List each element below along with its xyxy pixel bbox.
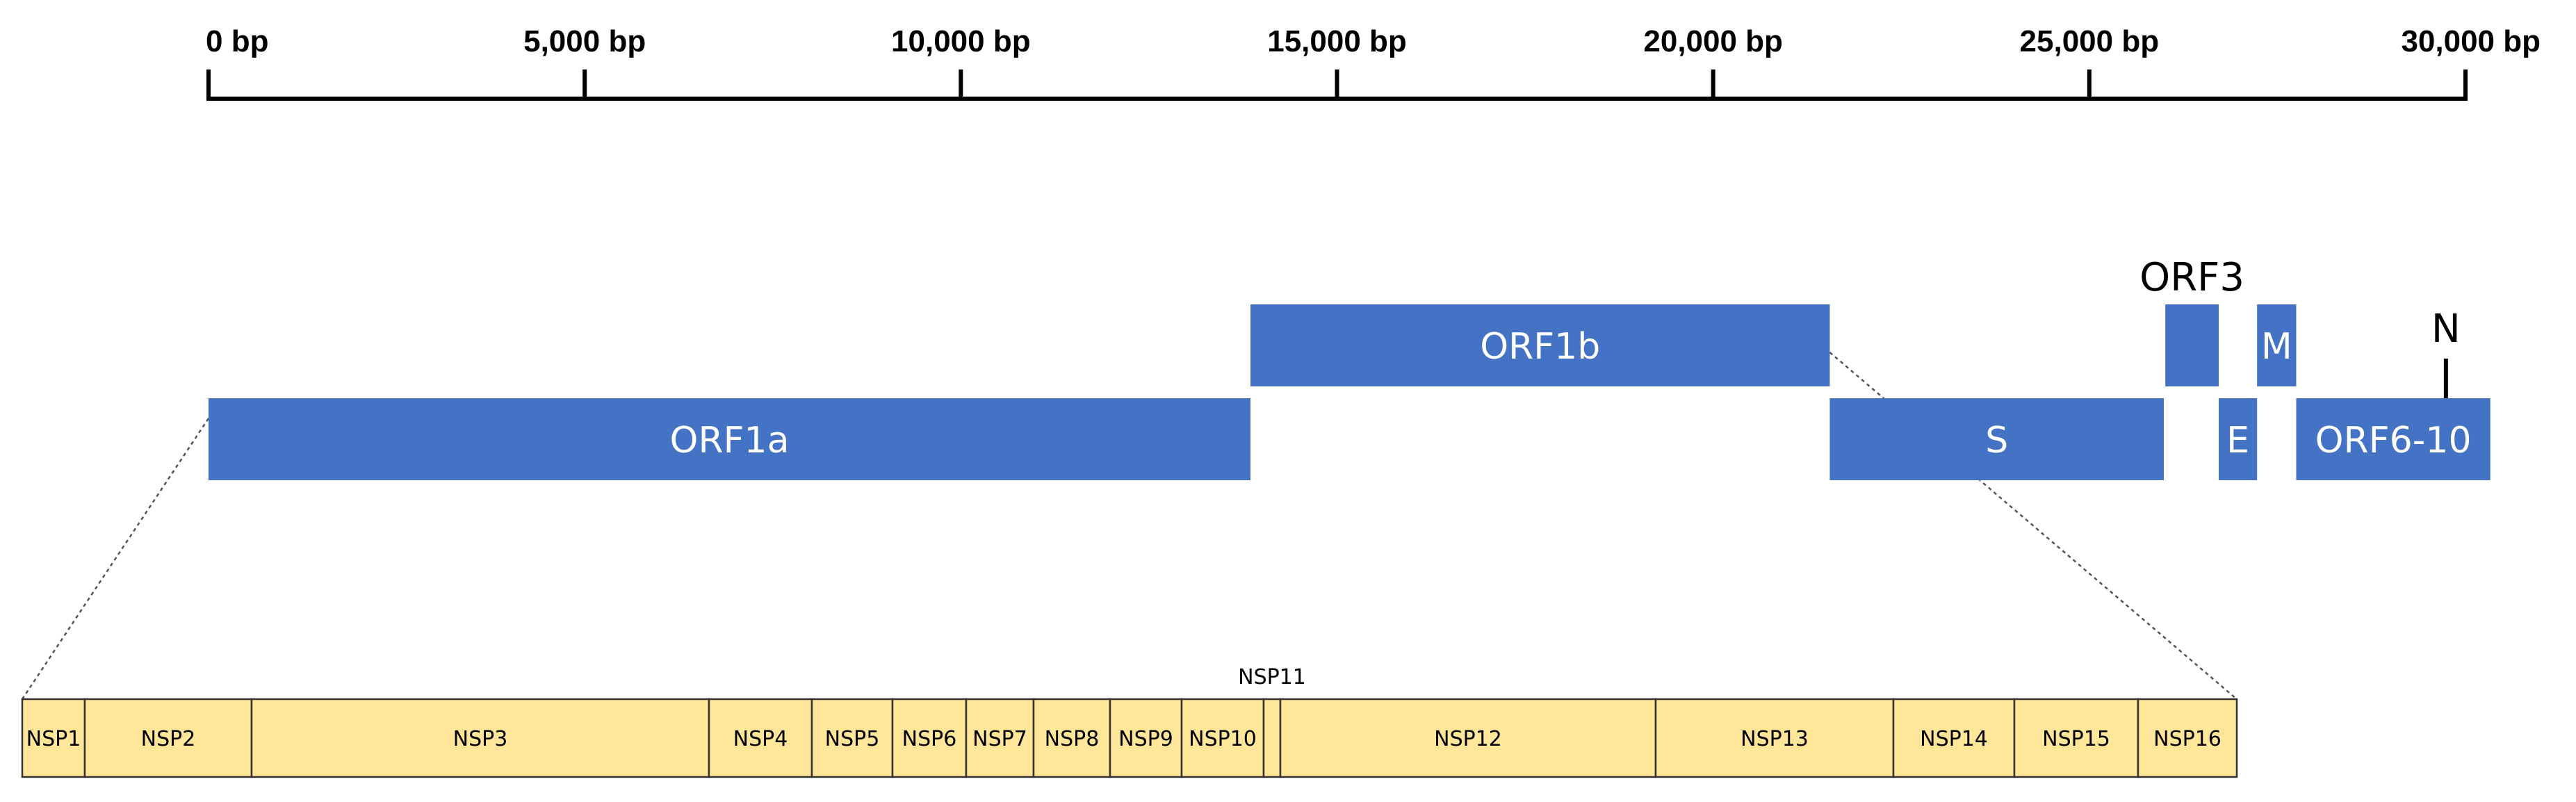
- bp-axis: 0 bp 5,000 bp 10,000 bp 15,000 bp 20,000 bp 2…: [206, 24, 2541, 101]
- nsp-label-nsp16: NSP16: [2153, 727, 2222, 751]
- gene-label-orf1b: ORF1b: [1480, 326, 1600, 368]
- nsp-label-nsp1: NSP1: [26, 727, 81, 751]
- axis-tick-label: 5,000 bp: [523, 24, 646, 58]
- nsp-label-nsp15: NSP15: [2042, 727, 2110, 751]
- nsp-box-nsp15: [2013, 698, 2139, 778]
- nsp-label-nsp2: NSP2: [141, 727, 196, 751]
- nsp-box-nsp11: [1262, 698, 1282, 778]
- gene-label-s: S: [1985, 420, 2008, 461]
- gene-label-e: E: [2226, 420, 2249, 461]
- n-gene-label: N: [2431, 306, 2461, 352]
- gene-label-orf3: ORF3: [2139, 255, 2244, 300]
- axis-tick-label: 0 bp: [206, 24, 268, 58]
- zoom-guide-right: [1829, 352, 2237, 700]
- zoom-guide-left: [21, 418, 210, 700]
- gene-e: [2218, 398, 2258, 480]
- axis-tick-label: 15,000 bp: [1267, 24, 1407, 58]
- nsp-label-nsp5: NSP5: [825, 727, 880, 751]
- nsp-box-nsp1: [21, 698, 86, 778]
- gene-orf6-10: [2296, 398, 2491, 480]
- zoom-guides: [21, 352, 2237, 700]
- axis-tick-label: 30,000 bp: [2401, 24, 2541, 58]
- nsp-label-nsp6: NSP6: [902, 727, 957, 751]
- nsp-box-nsp16: [2137, 698, 2238, 778]
- nsp-box-nsp12: [1279, 698, 1657, 778]
- nsp-label-nsp3: NSP3: [453, 727, 508, 751]
- nsp-label-nsp14: NSP14: [1920, 727, 1988, 751]
- nsp-box-nsp9: [1109, 698, 1183, 778]
- nsp-label-nsp7: NSP7: [972, 727, 1027, 751]
- gene-orf1b: [1250, 304, 1830, 386]
- nsp-label-nsp9: NSP9: [1118, 727, 1173, 751]
- nsp-label-nsp12: NSP12: [1434, 727, 1502, 751]
- gene-label-orf1a: ORF1a: [670, 420, 790, 461]
- gene-s: [1829, 398, 2164, 480]
- nsp-label-nsp8: NSP8: [1045, 727, 1100, 751]
- nsp-label-nsp4: NSP4: [733, 727, 788, 751]
- axis-tick-label: 25,000 bp: [2020, 24, 2160, 58]
- gene-label-orf6-10: ORF6-10: [2315, 420, 2472, 461]
- gene-orf3: [2165, 304, 2219, 386]
- nsp-box-nsp6: [891, 698, 968, 778]
- axis-tick-label: 10,000 bp: [891, 24, 1031, 58]
- nsp-box-nsp4: [708, 698, 813, 778]
- nsp-box-nsp8: [1032, 698, 1111, 778]
- nsp-track: NSP1 NSP2 NSP3 NSP4 NSP5 NSP6 NSP7 NSP8 NSP9 NSP1…: [21, 665, 2238, 778]
- axis-tick-label: 20,000 bp: [1643, 24, 1783, 58]
- nsp-label-nsp10: NSP10: [1189, 727, 1257, 751]
- gene-label-m: M: [2261, 326, 2292, 368]
- gene-track: ORF1a ORF1b S ORF3 E M ORF6-10 N: [209, 255, 2491, 480]
- nsp-label-nsp11: NSP11: [1238, 665, 1306, 689]
- nsp-box-nsp13: [1654, 698, 1895, 778]
- nsp-label-nsp13: NSP13: [1741, 727, 1809, 751]
- gene-m: [2257, 304, 2297, 386]
- gene-orf1a: [209, 398, 1251, 480]
